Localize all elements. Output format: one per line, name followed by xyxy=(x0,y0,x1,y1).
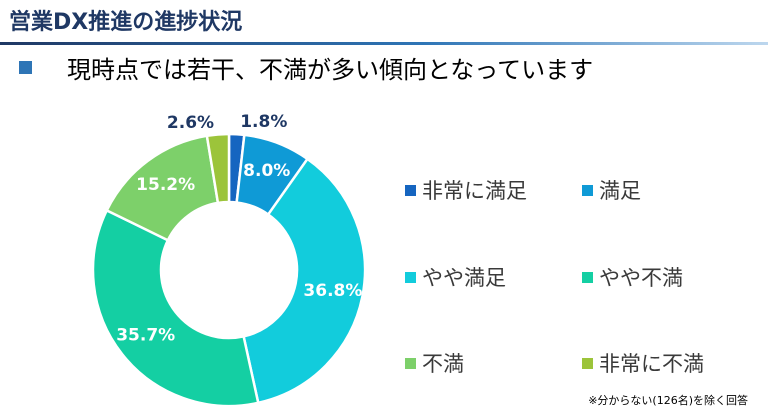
subtitle: 現時点では若干、不満が多い傾向となっています xyxy=(67,56,594,84)
data-label-very-dissatisfied: 2.6% xyxy=(167,113,214,133)
data-label-dissatisfied: 15.2% xyxy=(136,175,195,195)
title-underline xyxy=(0,42,768,45)
legend-swatch xyxy=(405,357,416,369)
slice-very-dissatisfied xyxy=(205,132,231,205)
data-label-satisfied: 8.0% xyxy=(243,161,290,181)
legend-swatch xyxy=(405,184,416,196)
page-title: 営業DX推進の進捗状況 xyxy=(9,10,243,35)
legend-swatch xyxy=(582,184,593,196)
bullet-square-icon xyxy=(19,61,32,74)
slice-somewhat-satisfied xyxy=(242,157,367,405)
legend-item-satisfied: 満足 xyxy=(582,175,641,205)
legend-item-somewhat-dissatisfied: やや不満 xyxy=(582,262,683,292)
legend-label: 不満 xyxy=(422,352,464,376)
legend-item-very-dissatisfied: 非常に不満 xyxy=(582,348,704,378)
data-label-somewhat-dissatisfied: 35.7% xyxy=(116,326,175,346)
legend-swatch xyxy=(405,271,416,283)
legend-label: 非常に満足 xyxy=(422,179,527,203)
legend-swatch xyxy=(582,271,593,283)
legend-label: やや不満 xyxy=(599,266,683,290)
legend-label: 非常に不満 xyxy=(599,352,704,376)
data-label-somewhat-satisfied: 36.8% xyxy=(303,281,362,301)
legend-item-very-satisfied: 非常に満足 xyxy=(405,175,527,205)
legend-label: 満足 xyxy=(599,179,641,203)
slice-somewhat-dissatisfied xyxy=(91,208,260,408)
data-label-very-satisfied: 1.8% xyxy=(240,112,287,132)
legend-swatch xyxy=(582,357,593,369)
legend-label: やや満足 xyxy=(422,266,506,290)
legend-item-somewhat-satisfied: やや満足 xyxy=(405,262,506,292)
footnote: ※分からない(126名)を除く回答 xyxy=(588,394,748,407)
legend-item-dissatisfied: 不満 xyxy=(405,348,464,378)
